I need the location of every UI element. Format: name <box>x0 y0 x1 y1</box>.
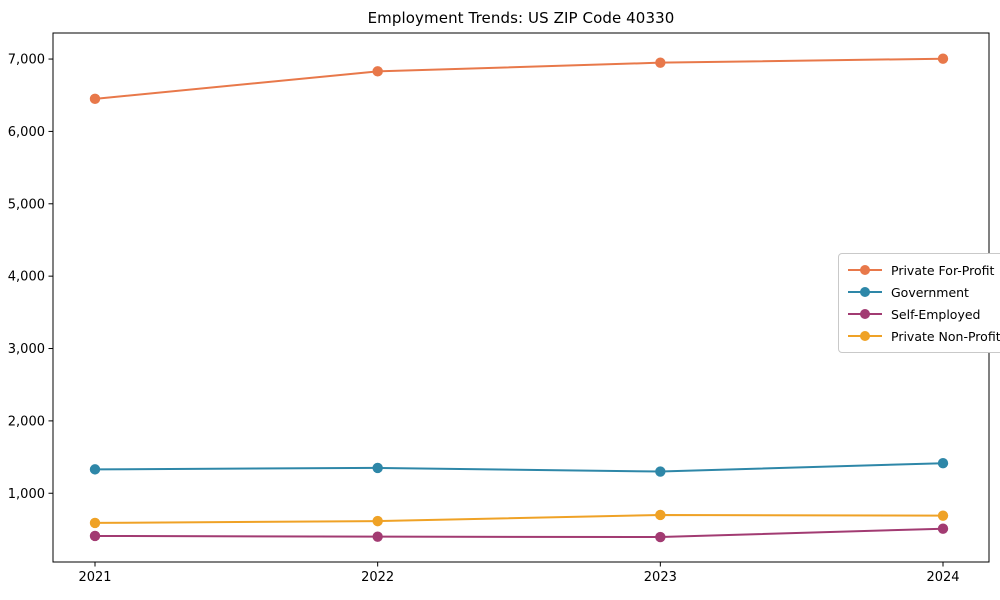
legend-item: Private For-Profit <box>848 259 1000 281</box>
x-tick-label: 2024 <box>926 570 959 585</box>
series-line <box>94 462 944 473</box>
data-point-marker <box>89 464 101 475</box>
data-point-marker <box>937 458 949 469</box>
y-tick-label: 6,000 <box>8 125 45 140</box>
data-point-marker <box>655 509 666 521</box>
data-point-marker <box>372 66 383 77</box>
x-tick-label: 2022 <box>361 570 394 585</box>
legend-marker <box>860 265 870 275</box>
y-tick-label: 1,000 <box>8 487 45 502</box>
series-line <box>94 57 944 100</box>
legend-line-marker-icon <box>848 265 882 275</box>
y-tick-label: 2,000 <box>8 414 45 429</box>
legend-marker <box>860 309 870 319</box>
data-point-marker <box>372 515 383 527</box>
data-point-marker <box>89 517 101 529</box>
legend-line-marker-icon <box>848 309 882 319</box>
x-tick-label: 2021 <box>78 570 111 585</box>
series-line <box>94 527 944 539</box>
y-tick-label: 5,000 <box>8 197 45 212</box>
legend-line-marker-icon <box>848 331 882 341</box>
legend-label: Government <box>891 284 969 300</box>
legend-line-marker-icon <box>848 287 882 297</box>
series-line <box>94 513 944 524</box>
legend-label: Self-Employed <box>891 306 981 322</box>
legend-label: Private For-Profit <box>891 262 995 278</box>
chart-title: Employment Trends: US ZIP Code 40330 <box>367 9 675 27</box>
legend-item: Private Non-Profit <box>848 325 1000 347</box>
y-tick-label: 7,000 <box>8 53 45 68</box>
x-tick-label: 2023 <box>644 570 677 585</box>
data-point-marker <box>89 93 101 105</box>
data-point-marker <box>372 531 383 542</box>
legend-marker <box>860 287 870 297</box>
data-point-marker <box>937 523 949 534</box>
y-tick-label: 4,000 <box>8 270 45 285</box>
legend-label: Private Non-Profit <box>891 328 1000 344</box>
chart-legend: Private For-Profit Government Self-Employe… <box>838 253 1000 353</box>
legend-item: Government <box>848 281 1000 303</box>
legend-marker <box>860 331 870 341</box>
data-point-marker <box>89 530 101 542</box>
y-tick-label: 3,000 <box>8 342 45 357</box>
data-point-marker <box>372 462 383 474</box>
data-point-marker <box>937 53 949 64</box>
data-point-marker <box>937 510 949 521</box>
legend-item: Self-Employed <box>848 303 1000 325</box>
data-point-marker <box>655 57 666 68</box>
data-point-marker <box>655 466 666 477</box>
data-point-marker <box>655 531 666 543</box>
